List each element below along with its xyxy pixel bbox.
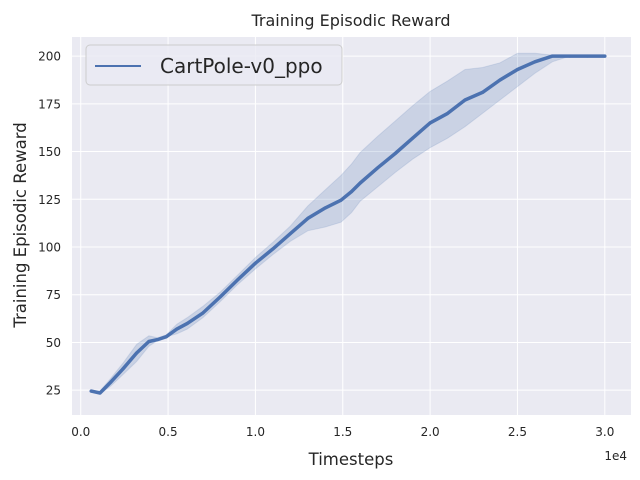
data-point [350,190,353,194]
data-point [175,327,179,331]
data-point [253,261,257,265]
data-point [201,311,205,315]
legend-box [85,44,343,86]
data-point [585,54,589,58]
x-tick-label: 3.0 [595,425,614,439]
data-point [603,54,607,58]
x-axis-offset-label: 1e4 [604,449,627,463]
data-point [568,54,572,58]
chart-title: Training Episodic Reward [250,11,450,30]
data-point [288,232,292,236]
data-point [121,367,125,371]
data-point [156,338,160,342]
plot-background [72,37,631,415]
data-point [515,67,519,71]
data-point [393,151,397,155]
y-tick-label: 25 [46,384,61,398]
data-point [323,206,327,210]
data-point [446,111,450,115]
data-point [89,389,93,393]
data-point [550,54,554,58]
x-tick-label: 1.0 [246,425,265,439]
y-tick-label: 50 [46,336,61,350]
data-point [376,166,380,170]
data-point [428,121,432,125]
data-point [135,351,139,355]
data-point [271,247,275,251]
y-tick-label: 150 [38,145,61,159]
x-tick-label: 2.5 [508,425,527,439]
data-point [108,381,112,385]
data-point [147,340,151,343]
data-point [411,136,415,140]
x-tick-label: 2.0 [421,425,440,439]
y-tick-label: 200 [38,50,61,64]
data-point [339,198,343,202]
data-point [185,321,189,325]
y-tick-label: 100 [38,241,61,255]
legend-label: CartPole-v0_ppo [160,54,323,78]
y-axis-label: Training Episodic Reward [11,122,30,328]
data-point [98,391,102,395]
data-point [533,60,537,64]
data-point [463,98,467,102]
legend: CartPole-v0_ppo [85,44,343,86]
x-tick-label: 0.0 [71,425,90,439]
data-point [481,90,485,94]
x-axis-label: Timesteps [308,450,394,469]
y-tick-label: 125 [38,193,61,207]
data-points-layer [89,54,607,395]
y-tick-labels: 25 50 75 100 125 150 175 200 [38,50,61,398]
x-tick-labels: 0.0 0.5 1.0 1.5 2.0 2.5 3.0 [71,425,614,439]
data-point [218,295,222,299]
data-point [236,277,240,281]
data-point [306,216,310,220]
data-point [498,78,502,82]
y-tick-label: 175 [38,97,61,111]
x-tick-label: 1.5 [333,425,352,439]
x-tick-label: 0.5 [159,425,178,439]
y-tick-label: 75 [46,288,61,302]
data-point [164,335,168,339]
grid [72,37,631,415]
data-point [358,181,362,185]
